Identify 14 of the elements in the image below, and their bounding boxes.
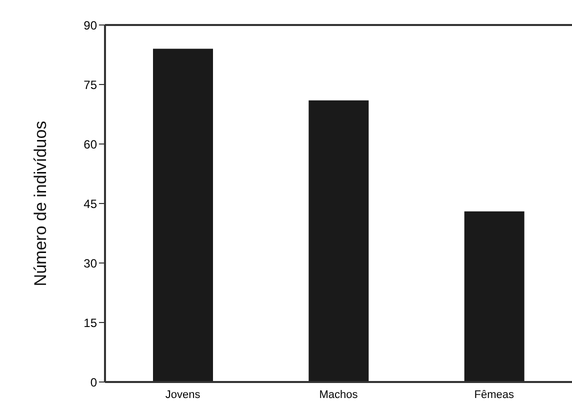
y-tick-label: 30: [84, 256, 98, 270]
y-tick-label: 15: [84, 316, 98, 330]
bar: [308, 100, 369, 382]
x-tick-label: Jovens: [165, 388, 201, 401]
y-tick-label: 90: [84, 18, 98, 32]
y-tick-label: 45: [84, 196, 98, 211]
y-tick-label: 75: [84, 78, 98, 92]
x-tick-label: Machos: [319, 388, 358, 401]
y-tick-label: 0: [90, 375, 98, 390]
x-tick-label: Fêmeas: [474, 388, 515, 401]
bar: [153, 48, 213, 382]
y-axis-title: Número de indivíduos: [31, 120, 50, 286]
bar: [464, 211, 524, 382]
y-tick-label: 60: [84, 137, 98, 152]
